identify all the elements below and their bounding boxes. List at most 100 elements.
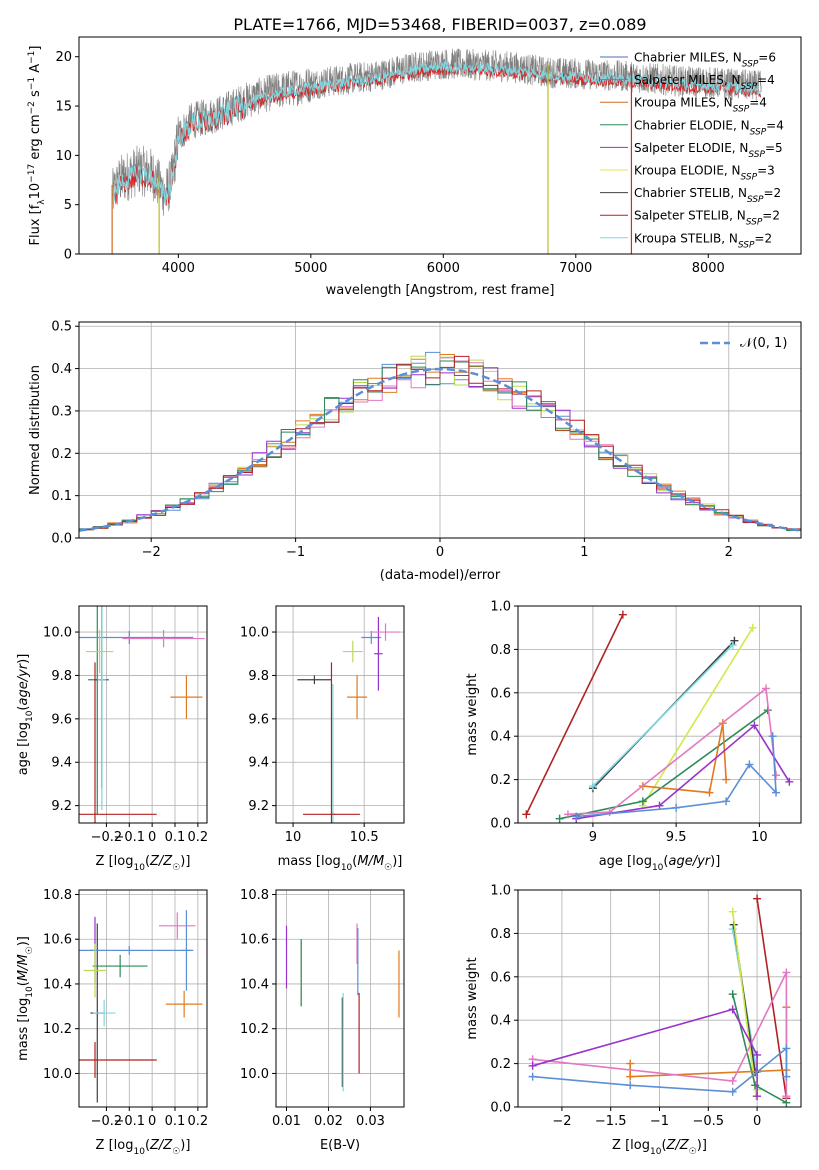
legend-label: 𝒩(0, 1)	[740, 336, 787, 351]
y-tick-label: 0.1	[51, 489, 72, 504]
weight-line	[756, 898, 788, 1099]
weight-marker	[672, 803, 681, 812]
x-tick-label: 9	[589, 830, 597, 845]
x-tick-label: −0.1	[113, 830, 145, 845]
axes-frame-weight-vs-Z: −2 −1.5 −1 −0.5 0 0.0 0.2 0.4 0.6 0.8 1.0	[490, 884, 802, 1129]
weight-marker	[753, 1050, 762, 1059]
plot-area-age-vs-mass	[297, 616, 400, 823]
x-tick-label: −0.2	[91, 1114, 123, 1129]
weight-marker	[728, 1005, 737, 1014]
legend: Chabrier MILES, NSSP=6 Salpeter MILES, NS…	[600, 51, 784, 250]
x-tick-label: 0	[148, 1114, 156, 1129]
x-axis-label: Z [log10(Z/Z☉)]	[96, 1138, 191, 1157]
legend-label: Chabrier MILES, NSSP=6	[634, 51, 776, 70]
x-axis-label: mass [log10(M/M☉)]	[278, 854, 403, 873]
legend-label: Kroupa MILES, NSSP=4	[634, 96, 767, 115]
y-tick-label: 9.6	[51, 712, 72, 727]
x-tick-label: 8000	[692, 261, 725, 276]
axes-age-vs-Z: −0.2−0.1 0 0.1 0.2 9.2 9.4 9.6 9.8 10.0 Z [log10(…	[16, 605, 208, 873]
y-tick-label: 5	[64, 198, 72, 213]
x-tick-label: 0.1	[165, 1114, 186, 1129]
errorbar-point	[159, 912, 196, 940]
y-tick-label: 9.2	[51, 799, 72, 814]
axes-frame	[78, 605, 208, 824]
weight-marker	[626, 1072, 635, 1081]
y-tick-label: 10.0	[240, 626, 269, 641]
errorbar-point	[83, 943, 107, 998]
y-tick-label: 9.6	[248, 712, 269, 727]
x-tick-label: 4000	[162, 261, 195, 276]
y-axis-label: Normed distribution	[28, 365, 43, 495]
x-tick-label: 6000	[427, 261, 460, 276]
y-tick-label: 0.0	[490, 1101, 511, 1116]
weight-marker	[528, 1072, 537, 1081]
x-axis-label: wavelength [Angstrom, rest frame]	[326, 283, 555, 298]
weight-line	[592, 644, 734, 787]
x-tick-label: 10.5	[350, 830, 379, 845]
x-tick-label: −0.1	[113, 1114, 145, 1129]
x-tick-label: 5000	[294, 261, 327, 276]
x-axis-label: (data-model)/error	[380, 568, 501, 583]
weight-marker	[705, 788, 714, 797]
y-tick-label: 10.2	[240, 1022, 269, 1037]
axes-mass-vs-ebv: 0.01 0.02 0.03 10.0 10.2 10.4 10.6 10.8 E(B-V)	[240, 888, 405, 1153]
weight-marker	[782, 1072, 791, 1081]
x-tick-label: 0	[148, 830, 156, 845]
y-tick-label: 0.0	[51, 532, 72, 547]
y-axis-label: mass [log10(M/M☉)]	[16, 936, 35, 1061]
y-axis-label: mass weight	[465, 673, 480, 755]
axes-frame-mass-vs-Z: −0.2−0.1 0 0.1 0.2 10.0 10.2 10.4 10.6 10.8	[43, 888, 208, 1129]
x-tick-label: −2	[142, 545, 161, 560]
x-tick-label: 0	[436, 545, 444, 560]
errorbar-point	[97, 606, 107, 810]
y-tick-label: 10.2	[43, 1022, 72, 1037]
y-tick-label: 9.4	[51, 756, 72, 771]
weight-marker	[555, 814, 564, 823]
legend-label: Salpeter STELIB, NSSP=2	[634, 209, 780, 228]
x-tick-label: 9.5	[666, 830, 687, 845]
x-tick-label: 0.03	[356, 1114, 385, 1129]
x-axis-label: E(B-V)	[320, 1138, 360, 1153]
axes-frame-weight-vs-age: 9 9.5 10 0.0 0.2 0.4 0.6 0.8 1.0	[490, 600, 802, 845]
weight-marker	[782, 968, 791, 977]
weight-marker	[745, 760, 754, 769]
weight-marker	[728, 907, 737, 916]
y-tick-label: 20	[55, 50, 72, 65]
y-tick-label: 0.8	[490, 643, 511, 658]
legend-label: Kroupa STELIB, NSSP=2	[634, 231, 772, 250]
x-tick-label: 10	[285, 830, 302, 845]
plot-area-weight-vs-age	[522, 610, 794, 823]
axes-frame-residuals: −2 −1 0 1 2 0.0 0.1 0.2 0.3 0.4 0.5	[51, 320, 802, 560]
x-tick-label: −0.2	[91, 830, 123, 845]
legend: 𝒩(0, 1)	[700, 336, 787, 351]
weight-marker	[638, 797, 647, 806]
x-tick-label: 7000	[559, 261, 592, 276]
x-tick-label: −1.5	[595, 1114, 627, 1129]
y-tick-label: 0.8	[490, 927, 511, 942]
errorbar-point	[79, 662, 157, 823]
y-tick-label: 0.2	[51, 447, 72, 462]
y-tick-label: 10.0	[240, 1067, 269, 1082]
weight-marker	[728, 990, 737, 999]
y-tick-label: 1.0	[490, 600, 511, 615]
x-axis-label: age [log10(age/yr)]	[599, 854, 721, 873]
weight-marker	[750, 721, 759, 730]
x-tick-label: −1	[650, 1114, 669, 1129]
weight-marker	[563, 810, 572, 819]
x-tick-label: −0.5	[693, 1114, 725, 1129]
weight-line	[642, 627, 754, 807]
axes-age-vs-mass: 10 10.5 9.2 9.4 9.6 9.8 10.0 mass [log10(M/M☉)]	[240, 605, 405, 873]
x-tick-label: 1	[580, 545, 588, 560]
x-tick-label: 0	[753, 1114, 761, 1129]
axes-frame	[517, 605, 802, 824]
y-tick-label: 0.4	[51, 362, 72, 377]
y-tick-label: 0.4	[490, 730, 511, 745]
spectrum-data-line	[111, 48, 762, 216]
errorbar-point	[170, 675, 203, 719]
y-tick-label: 10.0	[43, 1067, 72, 1082]
errorbar-point	[85, 629, 114, 674]
legend-label: Salpeter MILES, NSSP=4	[634, 73, 775, 92]
errorbar-point	[371, 623, 400, 641]
